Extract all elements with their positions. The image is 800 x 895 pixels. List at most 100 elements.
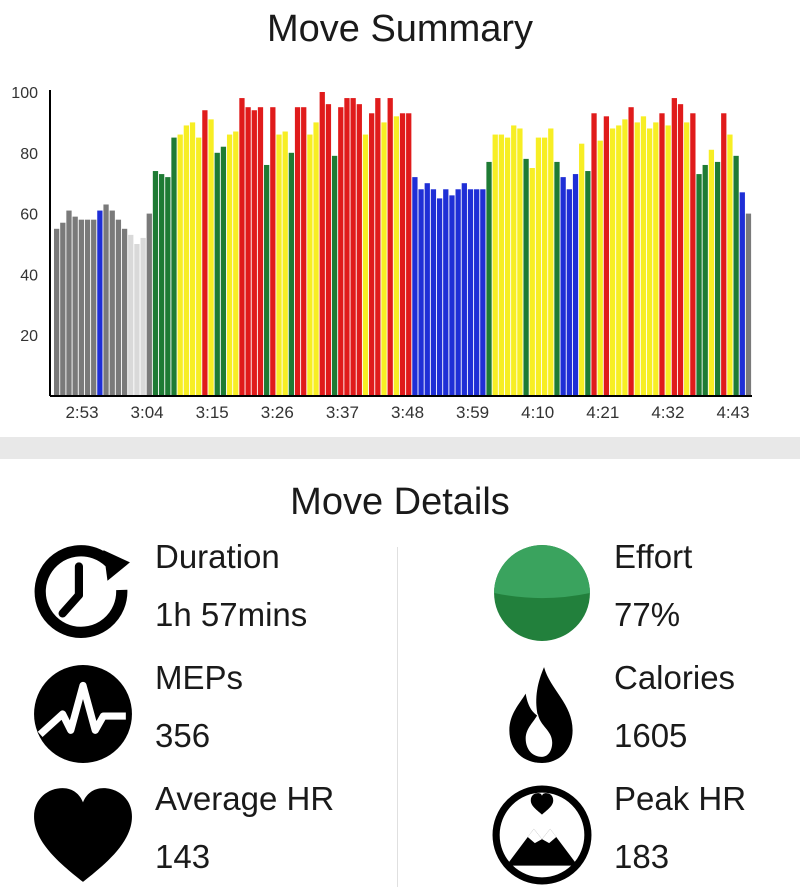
hr-bar xyxy=(387,98,393,396)
duration-label: Duration xyxy=(155,538,280,575)
x-tick-label: 3:37 xyxy=(326,403,359,422)
x-tick-label: 4:32 xyxy=(651,403,684,422)
hr-bar xyxy=(146,213,152,396)
meps-pulse-icon xyxy=(34,665,132,763)
hr-bar xyxy=(214,152,220,396)
hr-bar xyxy=(208,119,214,397)
hr-bar xyxy=(165,177,171,396)
average-hr-heart-icon xyxy=(34,788,132,882)
x-tick-label: 3:04 xyxy=(131,403,164,422)
hr-bar xyxy=(251,110,257,397)
hr-bar xyxy=(177,134,183,396)
hr-bar xyxy=(406,113,412,396)
hr-bar xyxy=(72,216,78,396)
hr-bar xyxy=(115,219,122,396)
move-summary-title: Move Summary xyxy=(266,8,534,50)
move-details-title: Move Details xyxy=(290,481,510,523)
hr-bar xyxy=(603,116,610,396)
hr-bar xyxy=(609,128,616,397)
average-hr-label: Average HR xyxy=(155,780,335,817)
hr-bar xyxy=(702,164,708,396)
hr-bar xyxy=(677,104,684,396)
hr-bar xyxy=(597,140,603,396)
hr-bar xyxy=(140,237,146,396)
hr-bar xyxy=(202,110,208,397)
hr-bar xyxy=(690,113,696,396)
x-tick-label: 3:48 xyxy=(391,403,424,422)
hr-bar xyxy=(504,137,511,396)
hr-bar xyxy=(338,107,344,396)
hr-bar xyxy=(560,177,566,396)
hr-bar xyxy=(319,92,325,396)
hr-bar xyxy=(54,228,60,396)
calories-label: Calories xyxy=(614,659,736,696)
hr-bar xyxy=(572,174,579,396)
hr-bar xyxy=(97,210,103,396)
hr-bar xyxy=(245,107,251,396)
hr-bar xyxy=(393,116,400,396)
duration-value: 1h 57mins xyxy=(155,596,308,633)
hr-bar xyxy=(591,113,597,396)
y-tick-label: 100 xyxy=(11,85,38,102)
hr-bar xyxy=(375,98,381,396)
peak-hr-label: Peak HR xyxy=(614,780,747,817)
hr-bar xyxy=(418,189,424,396)
peak-hr-value: 183 xyxy=(614,838,670,875)
hr-bar xyxy=(152,171,159,396)
hr-bar xyxy=(696,174,702,396)
move-summary-card: Move Summary 20 40 60 80 100 2:53 3:04 3:15 3:26… xyxy=(0,0,800,437)
hr-bar xyxy=(307,134,313,396)
hr-bar xyxy=(344,98,350,396)
x-tick-label: 4:43 xyxy=(716,403,749,422)
hr-bar xyxy=(535,137,542,396)
hr-bar xyxy=(634,122,640,397)
hr-bar xyxy=(103,204,109,396)
average-hr-value: 143 xyxy=(155,838,211,875)
hr-bar xyxy=(529,168,535,396)
hr-bar xyxy=(714,161,721,396)
move-details-card: Move Details Duration 1h 57mins Effort 7… xyxy=(0,459,800,895)
duration-clock-icon xyxy=(34,545,130,638)
hr-bar xyxy=(579,143,585,396)
hr-bar xyxy=(313,122,319,397)
hr-bar xyxy=(331,155,338,396)
hr-bar xyxy=(350,98,356,396)
x-tick-label: 3:26 xyxy=(261,403,294,422)
hr-bar xyxy=(653,122,659,397)
hr-bar xyxy=(684,122,690,397)
hr-bar xyxy=(461,183,467,396)
hr-bar xyxy=(585,171,591,396)
hr-bar xyxy=(66,210,72,396)
hr-bar xyxy=(399,113,406,396)
x-tick-label: 4:10 xyxy=(521,403,554,422)
hr-bar xyxy=(486,161,492,396)
hr-bar xyxy=(264,164,270,396)
hr-bar xyxy=(449,195,455,396)
hr-bar xyxy=(430,189,437,396)
card-separator xyxy=(0,437,800,459)
hr-bar xyxy=(288,152,295,396)
hr-bar xyxy=(239,98,245,396)
hr-bar xyxy=(665,125,671,396)
hr-bar xyxy=(301,107,307,396)
hr-bar xyxy=(276,134,282,396)
peak-hr-mountain-icon xyxy=(492,785,592,885)
hr-bar xyxy=(548,128,554,397)
hr-bar xyxy=(708,149,715,396)
calories-value: 1605 xyxy=(614,717,688,754)
hr-bar xyxy=(60,222,66,396)
hr-bar xyxy=(121,228,128,396)
hr-bar xyxy=(511,125,517,396)
hr-bar xyxy=(369,113,375,396)
move-summary-chart: 20 40 60 80 100 2:53 3:04 3:15 3:26 3:37 3:48 3:59 4… xyxy=(11,85,752,422)
hr-bar xyxy=(628,107,634,396)
hr-bar xyxy=(220,146,227,396)
hr-bar xyxy=(733,155,739,396)
hr-bar xyxy=(226,134,233,396)
hr-bar xyxy=(134,244,140,396)
hr-bar xyxy=(257,107,264,396)
x-tick-label: 2:53 xyxy=(65,403,98,422)
hr-bar xyxy=(78,219,84,396)
hr-bar xyxy=(640,116,647,396)
hr-bar xyxy=(171,137,177,396)
